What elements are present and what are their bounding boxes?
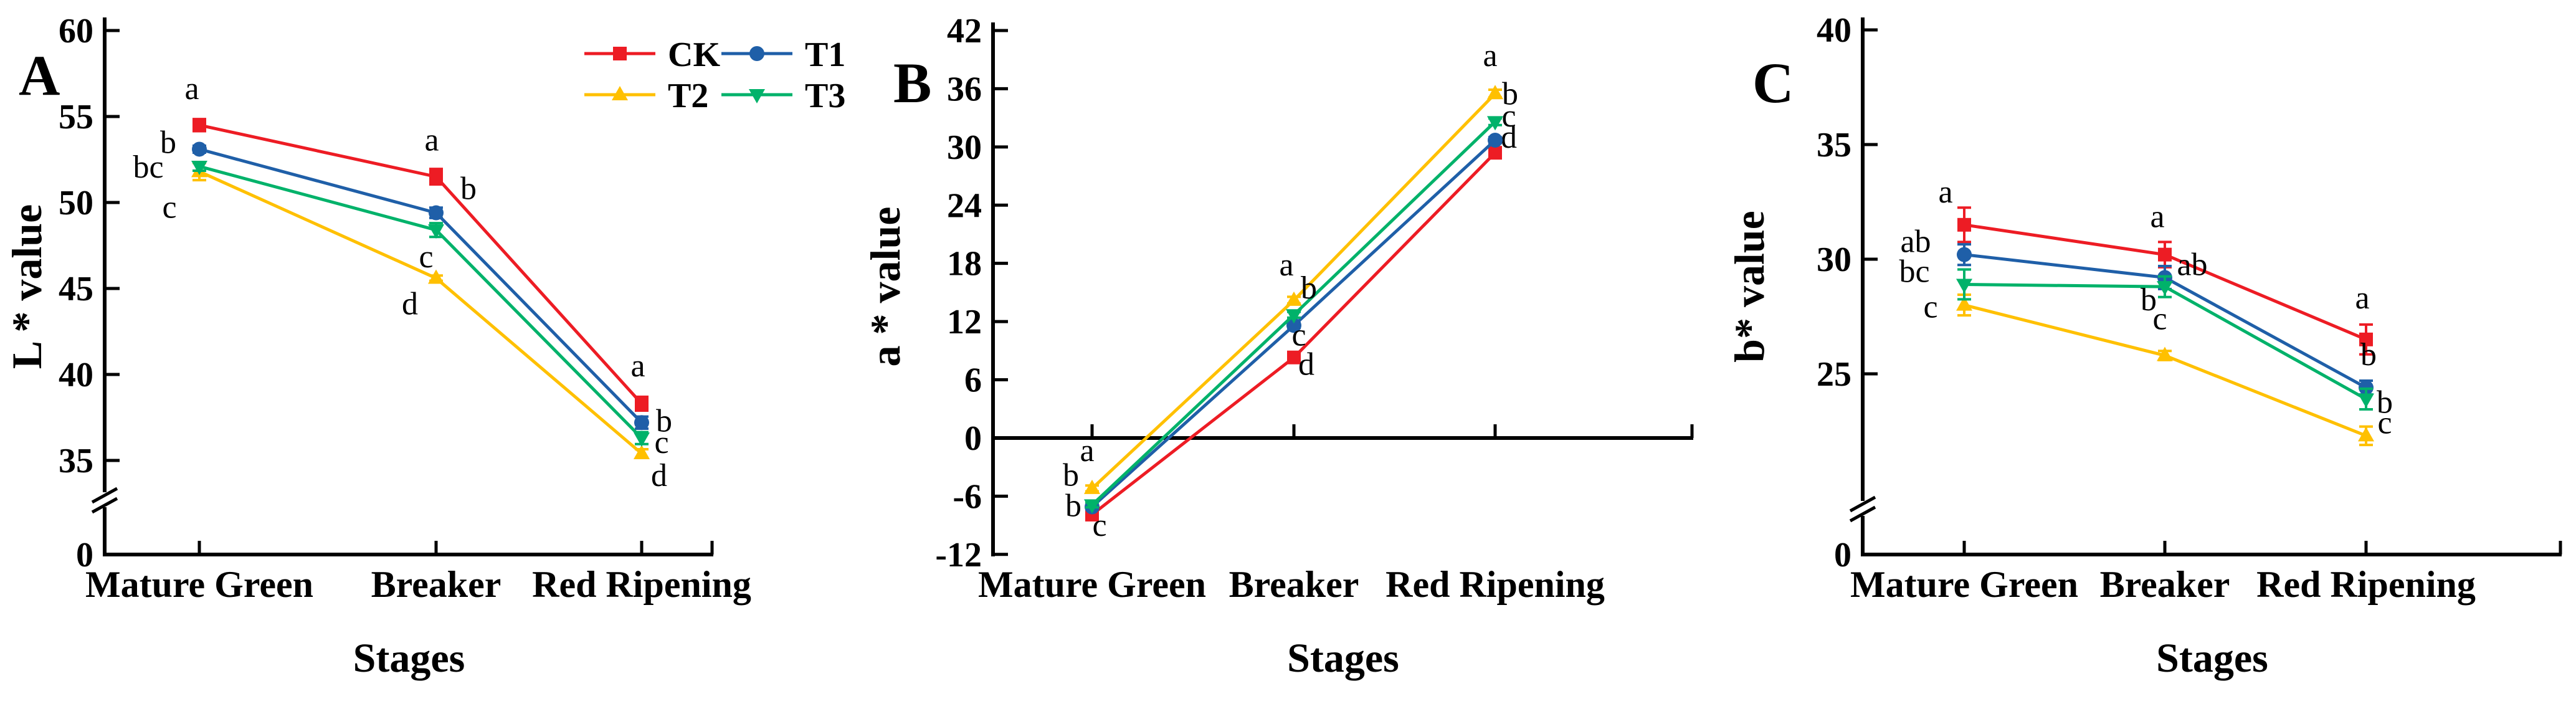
x-tick-label: Mature Green [978,564,1206,605]
significance-letter: bc [1899,254,1929,289]
significance-letter: b [1301,270,1317,306]
y-tick-label: 30 [947,128,982,167]
significance-letter: d [1298,347,1314,383]
y-tick-label: 12 [947,303,982,341]
legend-label: T2 [668,77,708,115]
y-axis-title: a * value [862,207,909,367]
significance-letter: c [1291,317,1306,353]
significance-letter: a [184,71,199,107]
y-axis-title: L * value [3,204,50,369]
significance-letter: b [1502,76,1518,112]
legend-label: T1 [805,36,845,74]
significance-letter: b [656,403,672,439]
panel-a-lstar-chart: 60 55 50 45 40 35 0 a a a b b b c d d bc c c Mature Green Br… [0,0,858,721]
x-tick-label: Red Ripening [1385,564,1605,605]
y-tick-label: 0 [964,419,982,458]
significance-letter: c [1923,290,1937,325]
significance-letter: c [1092,508,1106,543]
significance-letter: c [2377,405,2392,441]
significance-letter: d [402,286,418,322]
panel-letter: C [1752,51,1794,115]
y-tick-label: -12 [935,536,982,574]
x-axis-title: Stages [353,636,465,681]
significance-letter: c [654,425,668,460]
series-line-T2 [198,170,643,455]
x-tick-label: Breaker [2100,564,2230,605]
legend-item-T1: T1 [721,36,845,74]
significance-letter: ab [1900,224,1931,260]
y-tick-label: 40 [59,356,93,394]
y-tick-label: 60 [59,12,93,50]
significance-letter: a [2150,199,2164,235]
significance-letter: b [1063,457,1079,493]
significance-letter: b [2377,384,2393,420]
significance-letter: d [1501,120,1517,155]
significance-letter: ab [2177,247,2207,282]
y-tick-label: 24 [947,186,982,225]
significance-letter: b [2141,282,2157,318]
legend-item-T2: T2 [584,77,708,115]
y-zero-label: 0 [76,536,93,574]
x-axis-title: Stages [2156,636,2268,681]
y-tick-label: 40 [1817,11,1851,50]
y-tick-label: 50 [59,184,93,222]
legend-label: T3 [805,77,845,115]
panel-c-bstar-chart: 40 35 30 25 0 a a a ab ab b c c c bc b b Mature Green Brea… [1718,0,2576,721]
significance-letter: c [1501,98,1516,134]
legend-item-CK: CK [584,36,720,74]
significance-letter: d [651,458,667,493]
significance-letter: bc [133,150,163,185]
significance-letter: c [419,239,433,275]
y-tick-label: 35 [1817,126,1851,164]
x-tick-label: Mature Green [85,564,313,605]
panel-letter: B [893,51,931,115]
significance-letter: b [460,171,477,207]
panel-b-astar-chart: 42 36 30 24 18 12 6 0 -6 -12 c d d b c c a a a b b b Mature Gr… [858,0,1718,721]
y-axis-title: b* value [1726,211,1773,363]
y-tick-label: 36 [947,70,982,108]
x-tick-label: Red Ripening [2256,564,2476,605]
significance-letter: a [1080,433,1094,469]
significance-letter: a [630,348,645,384]
y-tick-label: -6 [953,477,982,516]
y-zero-label: 0 [1834,536,1851,574]
significance-letter: b [2360,337,2377,373]
x-tick-label: Breaker [1229,564,1359,605]
y-tick-label: 6 [964,361,982,400]
significance-letter: a [1483,38,1497,74]
significance-letter: a [1938,174,1952,210]
x-tick-label: Red Ripening [532,564,751,605]
x-tick-label: Mature Green [1850,564,2078,605]
series-line-T1 [199,148,643,424]
significance-letter: a [424,123,439,158]
significance-letter: c [162,189,176,225]
y-tick-label: 55 [59,98,93,136]
y-tick-label: 42 [947,12,982,50]
y-tick-label: 45 [59,270,93,308]
legend-label: CK [668,36,720,74]
significance-letter: c [2152,302,2167,337]
y-tick-label: 30 [1817,241,1851,279]
x-axis-title: Stages [1287,636,1399,681]
panel-letter: A [19,44,60,107]
significance-letter: b [1065,488,1081,523]
significance-letter: a [2355,280,2369,316]
y-tick-label: 35 [59,442,93,480]
y-tick-label: 25 [1817,355,1851,394]
y-tick-label: 18 [947,245,982,283]
x-tick-label: Breaker [371,564,501,605]
significance-letter: b [160,125,176,160]
legend-item-T3: T3 [721,77,845,115]
significance-letter: a [1279,247,1293,283]
